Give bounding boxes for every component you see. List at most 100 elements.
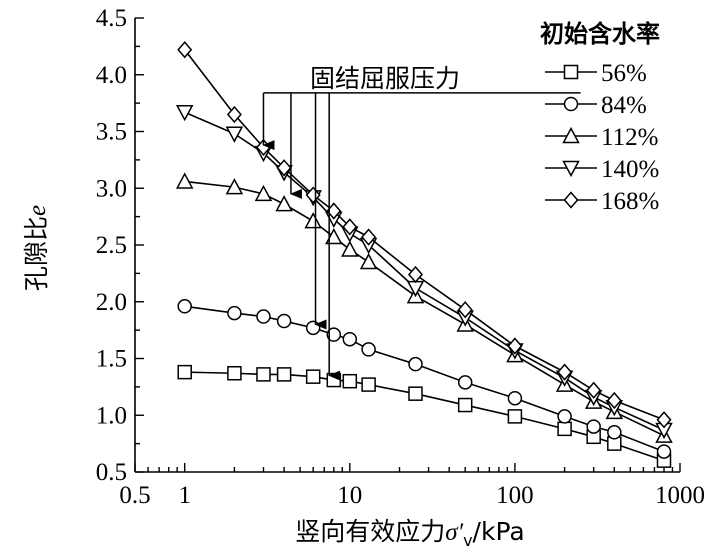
square-marker xyxy=(305,369,321,384)
y-tick-label: 3.0 xyxy=(96,175,127,202)
legend-item: 84% xyxy=(545,92,647,119)
legend-label: 84% xyxy=(601,92,647,119)
y-tick-label: 0.5 xyxy=(96,459,127,486)
circle-marker xyxy=(607,425,622,440)
triangle-up-marker xyxy=(341,240,359,257)
y-axis-label-main: 孔隙比 xyxy=(22,216,51,291)
y-axis-label-var: e xyxy=(24,205,51,216)
diamond-marker xyxy=(276,159,292,177)
square-marker xyxy=(557,421,572,437)
circle-marker xyxy=(563,96,579,112)
diamond-marker xyxy=(226,105,242,124)
square-marker xyxy=(342,373,358,389)
legend-item: 168% xyxy=(545,188,659,215)
diamond-marker xyxy=(342,218,358,236)
diamond-marker xyxy=(408,265,423,284)
y-tick-label: 3.5 xyxy=(96,119,127,146)
data-series xyxy=(175,41,673,468)
diamond-marker xyxy=(457,301,473,319)
diamond-marker xyxy=(656,411,672,429)
triangle-up-marker xyxy=(175,172,194,189)
circle-marker xyxy=(507,390,523,406)
triangle-up-marker xyxy=(275,195,293,212)
diamond-marker xyxy=(507,337,523,355)
triangle-up-marker xyxy=(359,252,378,270)
circle-marker xyxy=(227,305,242,321)
legend-items: 56% 84% 112% 140% 168% xyxy=(545,60,659,215)
y-tick-label: 1.0 xyxy=(96,402,127,429)
circle-marker xyxy=(656,444,672,459)
x-tick-label: 1 xyxy=(178,482,191,509)
square-marker xyxy=(507,409,523,424)
circle-marker xyxy=(177,299,192,314)
circle-marker xyxy=(361,342,376,357)
x-tick-label: 10 xyxy=(337,482,362,509)
series-line xyxy=(184,111,665,431)
y-tick-label: 2.0 xyxy=(96,289,127,316)
square-marker xyxy=(227,366,242,381)
square-marker xyxy=(276,367,292,382)
y-axis-label: 孔隙比e xyxy=(22,205,51,291)
legend-title: 初始含水率 xyxy=(540,20,660,48)
square-marker xyxy=(457,397,473,413)
circle-marker xyxy=(342,331,358,347)
square-marker xyxy=(177,364,192,380)
square-marker xyxy=(563,64,579,80)
x-tick-label: 100 xyxy=(496,482,534,509)
diamond-marker xyxy=(305,186,321,204)
y-tick-label: 4.5 xyxy=(96,5,127,32)
y-tick-label: 4.0 xyxy=(96,62,127,89)
diamond-marker xyxy=(586,381,602,399)
triangle-down-marker xyxy=(225,126,244,143)
x-axis-label-sub: v xyxy=(463,531,472,550)
circle-marker xyxy=(305,320,321,336)
triangle-up-marker xyxy=(254,184,273,202)
y-tick-label: 1.5 xyxy=(96,346,127,373)
triangle-down-marker xyxy=(562,160,580,178)
legend-label: 112% xyxy=(601,124,658,151)
series-line xyxy=(184,49,665,421)
square-marker xyxy=(408,386,423,401)
legend-label: 140% xyxy=(601,156,659,183)
legend-label: 168% xyxy=(601,188,659,215)
annotation-label: 固结屈服压力 xyxy=(310,64,460,93)
tick-marks xyxy=(134,17,681,473)
triangle-up-marker xyxy=(562,126,580,144)
series-triangle-up xyxy=(175,172,673,443)
x-axis-label-sigma: σ′ xyxy=(445,519,463,546)
diamond-marker xyxy=(177,41,193,59)
yield-annotation xyxy=(262,92,581,381)
x-axis-label-unit: /kPa xyxy=(473,517,525,546)
x-axis-label-main: 竖向有效应力 xyxy=(295,517,445,546)
series-square xyxy=(177,364,672,468)
circle-marker xyxy=(256,309,271,324)
circle-marker xyxy=(457,375,473,390)
x-tick-label: 1000 xyxy=(655,482,705,509)
triangle-up-marker xyxy=(304,212,322,229)
square-marker xyxy=(256,367,271,382)
triangle-up-marker xyxy=(325,227,343,245)
x-axis-label: 竖向有效应力σ′v/kPa xyxy=(295,517,524,550)
y-tick-label: 2.5 xyxy=(96,232,127,259)
triangle-down-marker xyxy=(175,104,194,122)
tick-labels: 0.5 1.0 1.5 2.0 2.5 3.0 3.5 4.0 4.5 0.5 1 10 100 1000 xyxy=(96,5,705,509)
circle-marker xyxy=(586,419,601,434)
x-tick-label: 0.5 xyxy=(119,482,150,509)
series-diamond xyxy=(177,41,672,429)
legend-item: 140% xyxy=(545,156,659,183)
circle-marker xyxy=(408,356,423,372)
diamond-marker xyxy=(557,363,573,381)
legend-label: 56% xyxy=(601,60,647,87)
legend: 初始含水率 56% 84% 112% 140% 168% xyxy=(540,20,660,215)
circle-marker xyxy=(276,313,292,329)
diamond-marker xyxy=(563,191,579,209)
diamond-marker xyxy=(361,228,377,246)
diamond-marker xyxy=(606,391,622,410)
triangle-down-marker xyxy=(406,280,425,298)
triangle-up-marker xyxy=(225,178,244,195)
legend-item: 56% xyxy=(545,60,647,87)
legend-item: 112% xyxy=(545,124,658,151)
circle-marker xyxy=(557,409,572,424)
